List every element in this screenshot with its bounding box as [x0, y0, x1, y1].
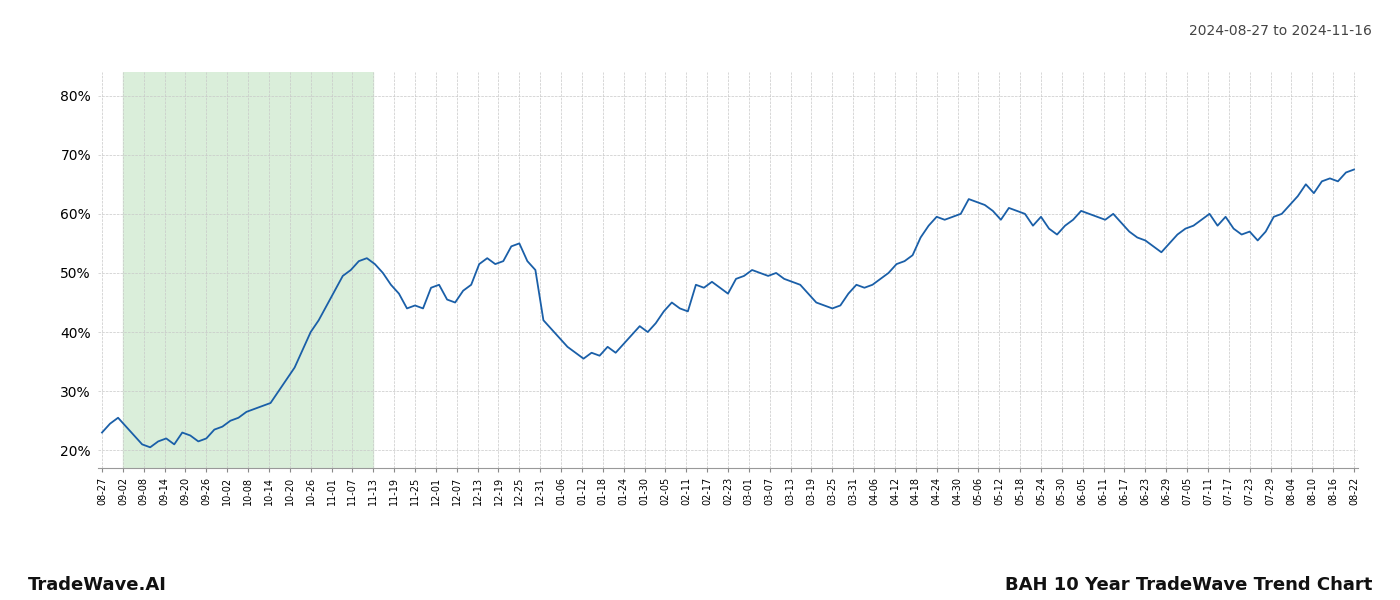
Text: TradeWave.AI: TradeWave.AI	[28, 576, 167, 594]
Text: BAH 10 Year TradeWave Trend Chart: BAH 10 Year TradeWave Trend Chart	[1005, 576, 1372, 594]
Bar	[123, 72, 374, 468]
Text: 2024-08-27 to 2024-11-16: 2024-08-27 to 2024-11-16	[1189, 24, 1372, 38]
